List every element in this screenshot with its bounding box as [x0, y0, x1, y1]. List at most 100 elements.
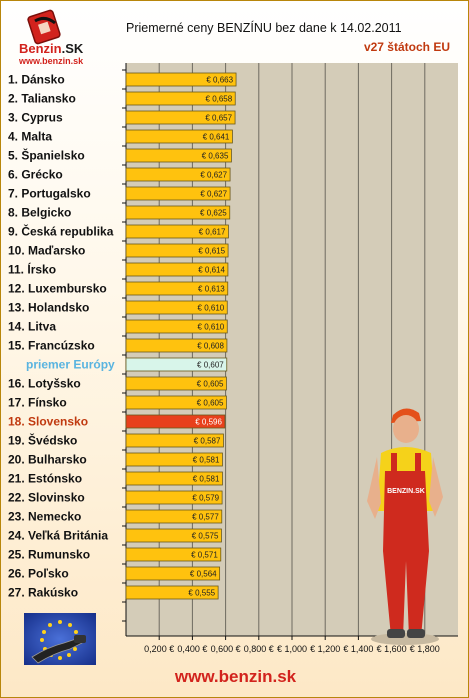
bar [125, 300, 228, 315]
bar [125, 376, 227, 391]
bar [125, 167, 231, 182]
category-label: 2. Taliansko [8, 92, 76, 106]
category-label: 8. Belgicko [8, 206, 71, 220]
bar-value-label: € 0,555 [188, 589, 215, 598]
category-label: 11. Írsko [8, 262, 56, 277]
x-tick-label: 0,200 € [144, 644, 174, 654]
category-label: 10. Maďarsko [8, 244, 85, 258]
category-label: 25. Rumunsko [8, 548, 90, 562]
category-label: 1. Dánsko [8, 73, 65, 87]
footer-url: www.benzin.sk [174, 667, 297, 686]
bar [125, 129, 233, 144]
bar-value-label: € 0,610 [198, 323, 225, 332]
category-label: priemer Európy [26, 358, 115, 372]
bar [125, 357, 228, 372]
bar-value-label: € 0,663 [206, 76, 233, 85]
x-tick-label: € 1,600 [377, 644, 407, 654]
bar [125, 224, 229, 239]
x-tick-label: € 1,200 [310, 644, 340, 654]
bar-value-label: € 0,658 [206, 95, 233, 104]
category-label: 5. Španielsko [8, 148, 85, 163]
bar [125, 110, 236, 125]
bar-value-label: € 0,615 [198, 247, 225, 256]
category-label: 3. Cyprus [8, 111, 63, 125]
bar-value-label: € 0,627 [200, 171, 227, 180]
bar [125, 262, 229, 277]
mechanic-figure-icon: BENZIN.SK [367, 408, 443, 645]
benzin-logo-icon [27, 9, 61, 45]
bar-value-label: € 0,625 [200, 209, 227, 218]
bar-value-label: € 0,641 [203, 133, 230, 142]
bar [125, 243, 229, 258]
bar-value-label: € 0,617 [199, 228, 226, 237]
bar-value-label: € 0,635 [202, 152, 229, 161]
category-label: 24. Veľká Británia [8, 529, 108, 543]
bar [125, 490, 223, 505]
bar-value-label: € 0,613 [198, 285, 225, 294]
bar [125, 395, 227, 410]
bar [125, 281, 229, 296]
bar [125, 452, 223, 467]
bar-value-label: € 0,581 [193, 456, 220, 465]
bar-value-label: € 0,657 [205, 114, 232, 123]
bar-value-label: € 0,577 [192, 513, 219, 522]
bar-value-label: € 0,610 [198, 304, 225, 313]
bar-value-label: € 0,596 [195, 418, 222, 427]
category-label: 16. Lotyšsko [8, 377, 81, 391]
bar [125, 414, 226, 429]
category-label: 12. Luxembursko [8, 282, 107, 296]
bar [125, 338, 228, 353]
x-tick-label: € 1,400 [343, 644, 373, 654]
bar-value-label: € 0,605 [197, 380, 224, 389]
logo-name-suffix: .SK [61, 41, 84, 56]
category-label: 13. Holandsko [8, 301, 89, 315]
x-tick-label: € 1,000 [277, 644, 307, 654]
bar [125, 585, 219, 600]
category-label: 14. Litva [8, 320, 56, 334]
category-label: 20. Bulharsko [8, 453, 87, 467]
category-label: 15. Francúzsko [8, 339, 95, 353]
bar-value-label: € 0,607 [197, 361, 224, 370]
category-label: 9. Česká republika [8, 224, 114, 239]
logo-name-main: Benzin [19, 41, 62, 56]
category-label: 7. Portugalsko [8, 187, 91, 201]
bar [125, 509, 223, 524]
bar [125, 72, 237, 87]
bar-value-label: € 0,627 [200, 190, 227, 199]
chart-title: Priemerné ceny BENZÍNU bez dane k 14.02.… [126, 21, 402, 35]
bar [125, 433, 224, 448]
category-label: 23. Nemecko [8, 510, 81, 524]
bar-value-label: € 0,579 [192, 494, 219, 503]
category-label: 26. Poľsko [8, 567, 69, 581]
bar-value-label: € 0,587 [194, 437, 221, 446]
bar-value-label: € 0,608 [197, 342, 224, 351]
bar-value-label: € 0,571 [191, 551, 218, 560]
bar [125, 205, 231, 220]
bar-value-label: € 0,605 [197, 399, 224, 408]
mechanic-overall-text: BENZIN.SK [387, 488, 425, 495]
bar [125, 148, 232, 163]
bar [125, 471, 223, 486]
x-tick-label: € 1,800 [410, 644, 440, 654]
category-label: 17. Fínsko [8, 396, 67, 410]
bar-value-label: € 0,614 [198, 266, 225, 275]
logo-url: www.benzin.sk [19, 56, 84, 66]
category-label: 27. Rakúsko [8, 586, 78, 600]
x-tick-label: 0,600 € [211, 644, 241, 654]
bar-chart: 0,200 €0,400 € 0,600 €0,800 € € 1,000 € 1,2… [8, 63, 458, 654]
bar [125, 319, 228, 334]
bar-value-label: € 0,575 [192, 532, 219, 541]
category-label: 6. Grécko [8, 168, 63, 182]
eu-flag-fuel-nozzle-icon [24, 613, 96, 665]
bar [125, 186, 231, 201]
category-label: 18. Slovensko [8, 415, 88, 429]
category-label: 4. Malta [8, 130, 52, 144]
bar-value-label: € 0,564 [190, 570, 217, 579]
bar [125, 566, 221, 581]
x-tick-label: 0,400 € [177, 644, 207, 654]
x-tick-label: 0,800 € [244, 644, 274, 654]
category-label: 21. Estónsko [8, 472, 82, 486]
category-label: 22. Slovinsko [8, 491, 85, 505]
bar [125, 528, 222, 543]
